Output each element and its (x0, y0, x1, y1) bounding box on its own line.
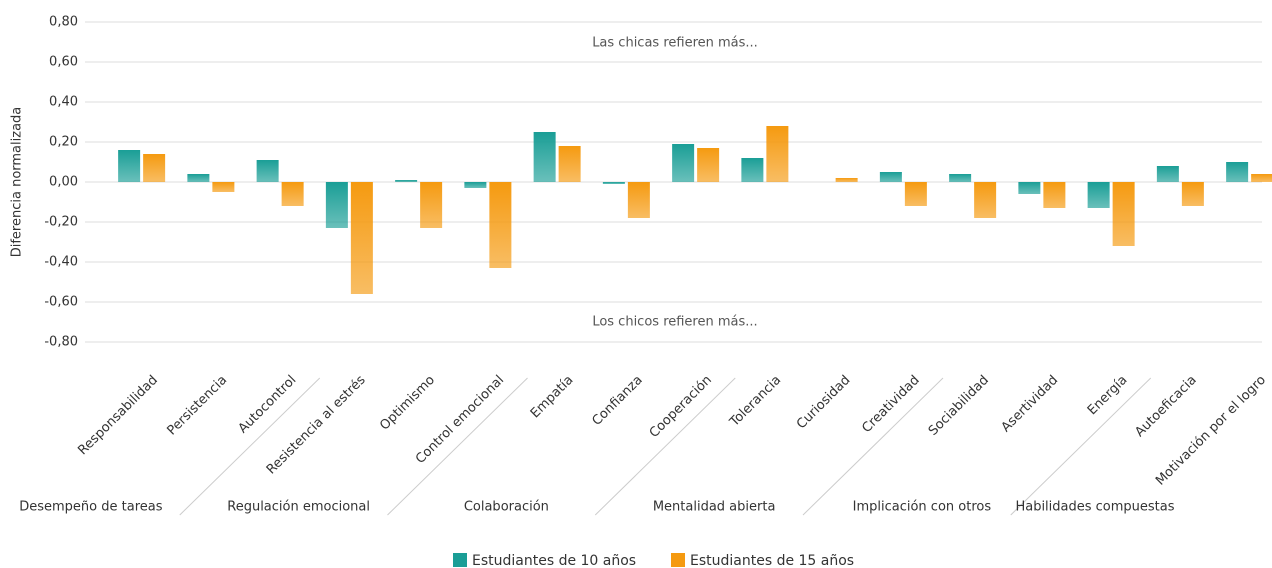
bar (187, 174, 210, 182)
group-label: Regulación emocional (227, 500, 370, 515)
bar (464, 182, 487, 188)
group-separator (1010, 377, 1152, 516)
bar (672, 144, 695, 182)
x-tick-label: Persistencia (164, 373, 230, 439)
bar (395, 180, 418, 182)
bar (420, 182, 443, 228)
group-label: Desempeño de tareas (19, 500, 162, 515)
x-tick-label: Energía (1085, 373, 1131, 419)
bar (602, 182, 625, 184)
legend-label: Estudiantes de 15 años (690, 553, 854, 568)
bar (1018, 182, 1041, 194)
bar (1181, 182, 1204, 206)
y-tick-label: 0,60 (49, 55, 78, 70)
legend-swatch (453, 553, 467, 567)
x-tick-label: Responsabilidad (75, 373, 161, 459)
bar (766, 126, 789, 182)
bar (325, 182, 348, 228)
bar (904, 182, 927, 206)
x-tick-label: Confianza (589, 373, 645, 429)
y-tick-label: 0,80 (49, 15, 78, 30)
bar (558, 146, 581, 182)
bar (835, 178, 858, 182)
bar (627, 182, 650, 218)
y-tick-label: -0,80 (44, 335, 78, 350)
bar (256, 160, 279, 182)
y-tick-label: -0,60 (44, 295, 78, 310)
x-tick-label: Creatividad (859, 373, 922, 436)
y-tick-label: -0,20 (44, 215, 78, 230)
y-tick-label: 0,20 (49, 135, 78, 150)
y-tick-label: 0,40 (49, 95, 78, 110)
bar (533, 132, 556, 182)
y-tick-label: -0,40 (44, 255, 78, 270)
legend-label: Estudiantes de 10 años (472, 553, 636, 568)
x-tick-label: Tolerancia (726, 373, 784, 431)
bar (1087, 182, 1110, 208)
x-tick-label: Empatía (528, 373, 577, 422)
legend-swatch (671, 553, 685, 567)
bar (489, 182, 512, 268)
bar (1226, 162, 1249, 182)
group-separator (387, 377, 528, 516)
group-separator (594, 377, 736, 516)
bar (697, 148, 720, 182)
bar (741, 158, 764, 182)
x-tick-label: Asertividad (999, 373, 1062, 436)
annotation: Los chicos refieren más... (592, 315, 757, 330)
annotation: Las chicas refieren más... (592, 36, 758, 51)
group-label: Habilidades compuestas (1015, 500, 1174, 515)
x-tick-label: Autoeficacia (1132, 373, 1199, 440)
group-label: Colaboración (464, 500, 549, 515)
x-tick-label: Sociabilidad (926, 373, 992, 439)
bar (350, 182, 373, 294)
bar (143, 154, 166, 182)
bar (1251, 174, 1272, 182)
bar (1112, 182, 1135, 246)
group-separator (802, 377, 944, 516)
bar (281, 182, 304, 206)
y-axis-label: Diferencia normalizada (10, 107, 25, 258)
group-separator (179, 377, 321, 516)
group-label: Mentalidad abierta (653, 500, 776, 515)
x-tick-label: Autocontrol (236, 373, 300, 437)
bar (949, 174, 972, 182)
bar (1043, 182, 1066, 208)
bar (212, 182, 235, 192)
x-tick-label: Optimismo (377, 373, 438, 434)
bar (1156, 166, 1179, 182)
group-label: Implicación con otros (853, 500, 992, 515)
bar (879, 172, 902, 182)
bar (974, 182, 997, 218)
x-tick-label: Curiosidad (794, 373, 853, 432)
bar (118, 150, 141, 182)
y-tick-label: 0,00 (49, 175, 78, 190)
